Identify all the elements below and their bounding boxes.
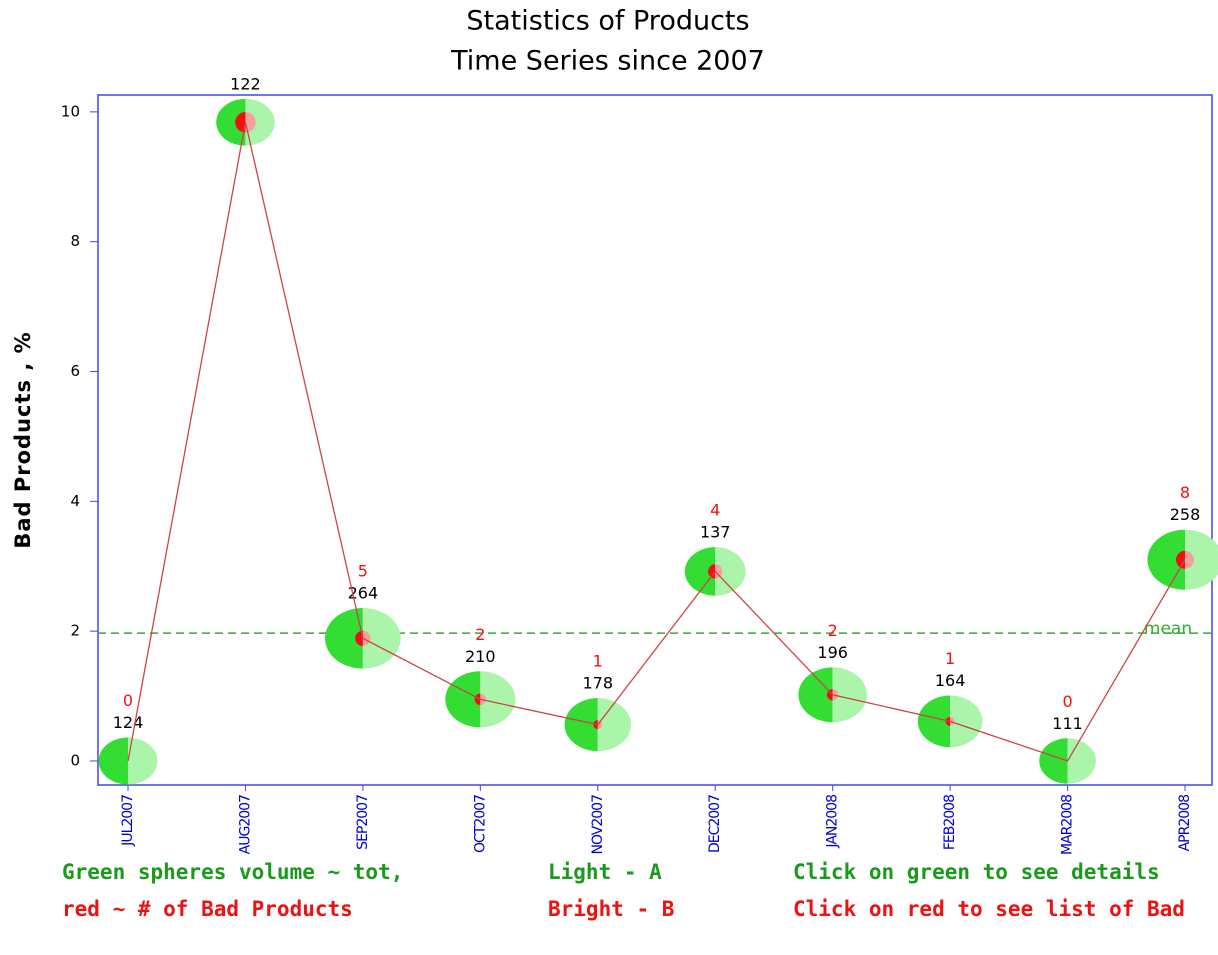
x-tick-label: NOV2007 bbox=[590, 795, 606, 855]
red-sphere-light[interactable] bbox=[1185, 550, 1194, 569]
x-tick-label: SEP2007 bbox=[355, 795, 371, 850]
chart-subtitle: Time Series since 2007 bbox=[450, 46, 765, 77]
green-sphere-light[interactable] bbox=[597, 698, 631, 752]
green-sphere-light[interactable] bbox=[715, 547, 746, 596]
total-label: 137 bbox=[700, 523, 731, 542]
footnote: red ∼ # of Bad Products bbox=[62, 897, 353, 921]
footnote: Bright - B bbox=[548, 897, 674, 921]
red-sphere-light[interactable] bbox=[245, 111, 256, 133]
x-tick-label: JAN2008 bbox=[825, 795, 841, 849]
footnote: Green spheres volume ∼ tot, bbox=[62, 860, 403, 884]
y-tick-label: 0 bbox=[70, 751, 80, 769]
green-sphere-light[interactable] bbox=[950, 695, 983, 748]
green-sphere-dark[interactable] bbox=[1039, 738, 1068, 784]
total-label: 111 bbox=[1052, 714, 1083, 733]
red-sphere-bright[interactable] bbox=[826, 689, 833, 701]
bad-label: 8 bbox=[1180, 483, 1190, 502]
green-sphere-dark[interactable] bbox=[564, 698, 598, 752]
green-sphere-light[interactable] bbox=[245, 98, 275, 146]
y-tick-label: 2 bbox=[70, 622, 80, 640]
total-label: 258 bbox=[1170, 505, 1201, 524]
red-sphere-light[interactable] bbox=[362, 630, 371, 646]
red-sphere-bright[interactable] bbox=[708, 564, 716, 579]
green-sphere-dark[interactable] bbox=[798, 667, 833, 723]
total-label: 122 bbox=[230, 74, 261, 93]
x-tick-label: APR2008 bbox=[1177, 795, 1193, 851]
total-label: 196 bbox=[817, 643, 848, 662]
x-tick-label: JUL2007 bbox=[120, 795, 136, 847]
green-sphere-light[interactable] bbox=[480, 671, 516, 728]
y-tick-label: 4 bbox=[70, 492, 80, 510]
bad-label: 4 bbox=[710, 501, 720, 520]
bad-label: 5 bbox=[358, 562, 368, 581]
total-label: 124 bbox=[113, 713, 144, 732]
green-sphere-dark[interactable] bbox=[325, 608, 363, 669]
total-label: 210 bbox=[465, 647, 496, 666]
y-tick-label: 6 bbox=[70, 362, 80, 380]
footnote: Click on red to see list of Bad bbox=[793, 897, 1185, 921]
green-sphere-light[interactable] bbox=[832, 667, 867, 723]
x-tick-label: FEB2008 bbox=[942, 795, 958, 850]
green-sphere-dark[interactable] bbox=[917, 695, 951, 748]
bad-label: 1 bbox=[945, 649, 955, 668]
y-tick-label: 8 bbox=[70, 232, 80, 250]
y-tick-label: 10 bbox=[61, 102, 80, 120]
bad-label: 2 bbox=[475, 625, 485, 644]
red-sphere-light[interactable] bbox=[950, 716, 955, 726]
bad-label: 0 bbox=[123, 691, 133, 710]
plot-frame bbox=[97, 94, 1213, 786]
x-tick-label: DEC2007 bbox=[707, 795, 723, 853]
data-line bbox=[127, 122, 1186, 762]
total-label: 178 bbox=[583, 674, 614, 693]
footnote: Light - A bbox=[548, 860, 662, 884]
y-axis-label: Bad Products , % bbox=[11, 331, 35, 548]
mean-label: mean bbox=[1144, 619, 1192, 639]
total-label: 264 bbox=[348, 584, 379, 603]
x-tick-label: OCT2007 bbox=[472, 795, 488, 853]
green-sphere-light[interactable] bbox=[128, 737, 158, 785]
green-sphere-dark[interactable] bbox=[216, 98, 246, 146]
green-sphere-light[interactable] bbox=[1185, 529, 1218, 590]
green-sphere-dark[interactable] bbox=[684, 547, 716, 596]
footnote: Click on green to see details bbox=[793, 860, 1160, 884]
x-tick-label: AUG2007 bbox=[237, 795, 253, 854]
red-sphere-bright[interactable] bbox=[235, 111, 246, 133]
chart-title: Statistics of Products bbox=[466, 6, 749, 37]
bad-label: 0 bbox=[1062, 692, 1072, 711]
bad-label: 2 bbox=[828, 621, 838, 640]
green-sphere-dark[interactable] bbox=[98, 737, 128, 785]
x-tick-label: MAR2008 bbox=[1060, 795, 1076, 855]
total-label: 164 bbox=[935, 671, 966, 690]
bad-label: 1 bbox=[593, 652, 603, 671]
red-sphere-bright[interactable] bbox=[355, 630, 363, 646]
red-sphere-light[interactable] bbox=[715, 564, 723, 579]
green-sphere-light[interactable] bbox=[1067, 738, 1096, 784]
